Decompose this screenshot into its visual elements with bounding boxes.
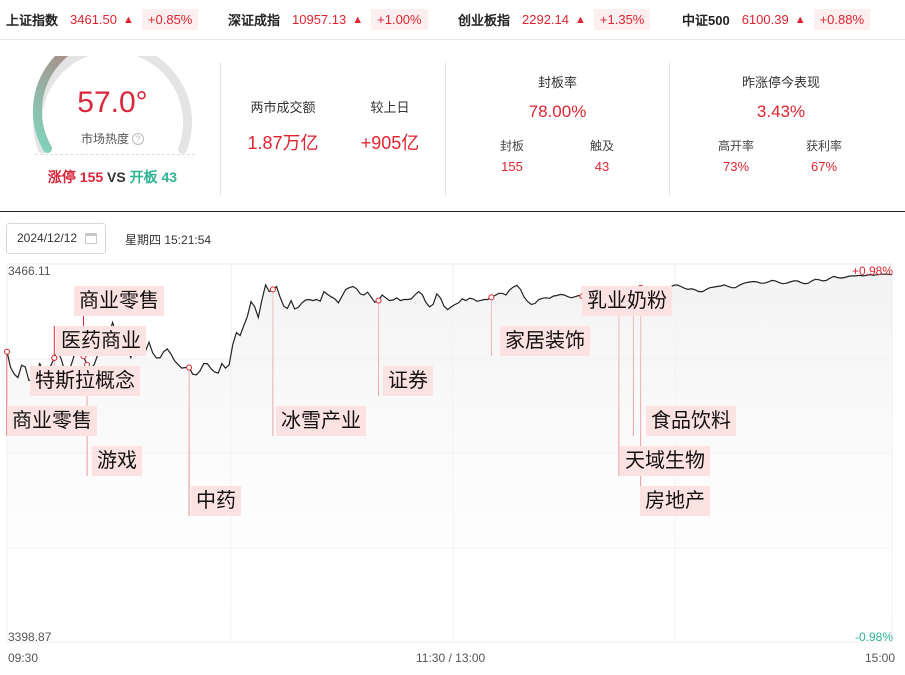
calendar-icon[interactable] xyxy=(85,233,97,244)
index-name: 上证指数 xyxy=(6,13,59,28)
profit-value: 67% xyxy=(810,159,838,174)
index-value: 3461.50 xyxy=(70,12,118,27)
sector-tag[interactable]: 天域生物 xyxy=(620,446,710,476)
index-value: 10957.13 xyxy=(292,12,347,27)
index-name: 中证500 xyxy=(682,13,730,28)
price-line xyxy=(6,273,893,381)
up-arrow-icon: ▲ xyxy=(352,13,364,26)
turnover-change-value: +905亿 xyxy=(360,133,420,153)
divider xyxy=(220,62,221,196)
market-heat-gauge: 57.0° 市场热度? 涨停 155 VS 开板 43 xyxy=(0,48,220,212)
index-ticker-szse[interactable]: 深证成指 10957.13 ▲ +1.00% xyxy=(228,0,428,40)
sector-tag[interactable]: 房地产 xyxy=(640,486,710,516)
weekday-time: 星期四 15:21:54 xyxy=(125,233,212,247)
high-open-label: 高开率 xyxy=(717,139,754,153)
up-arrow-icon: ▲ xyxy=(575,13,586,26)
opened-count: 43 xyxy=(161,169,178,185)
marker-dot xyxy=(375,297,382,304)
yesterday-label: 昨涨停今表现 xyxy=(741,75,820,90)
axis-bottom-pct: -0.98% xyxy=(854,630,893,644)
index-change: +1.00% xyxy=(371,9,428,30)
heat-label-row: 市场热度? xyxy=(30,130,195,147)
market-stats-panel: 57.0° 市场热度? 涨停 155 VS 开板 43 两市成交额 1.87万亿… xyxy=(0,48,905,212)
marker-dot xyxy=(488,294,495,301)
sector-tag[interactable]: 家居装饰 xyxy=(500,326,590,356)
index-change: +0.85% xyxy=(141,9,199,30)
yesterday-limit-block: 昨涨停今表现 3.43% 高开率 73% 获利率 67% xyxy=(670,48,905,212)
marker-dot xyxy=(186,364,193,371)
help-icon[interactable]: ? xyxy=(132,133,144,145)
up-arrow-icon: ▲ xyxy=(794,13,806,26)
sector-tag[interactable]: 证券 xyxy=(383,366,433,396)
sector-tag[interactable]: 中药 xyxy=(191,486,241,516)
time-end-label: 15:00 xyxy=(864,651,895,665)
index-value: 2292.14 xyxy=(522,12,570,27)
turnover-label: 两市成交额 xyxy=(250,100,316,115)
heat-label: 市场热度 xyxy=(80,132,129,146)
limit-up-count: 155 xyxy=(79,169,104,185)
index-name: 创业板指 xyxy=(458,13,511,28)
vs-text: VS xyxy=(107,169,126,185)
up-arrow-icon: ▲ xyxy=(123,13,134,26)
sector-tag[interactable]: 商业零售 xyxy=(7,406,97,436)
limit-up-summary: 涨停 155 VS 开板 43 xyxy=(30,167,195,187)
marker-dot xyxy=(269,286,276,293)
sector-tag[interactable]: 游戏 xyxy=(92,446,142,476)
sector-tag[interactable]: 商业零售 xyxy=(74,286,164,316)
gauge-divider xyxy=(35,154,195,155)
touched-value: 43 xyxy=(594,159,610,174)
profit-label: 获利率 xyxy=(805,139,842,153)
index-name: 深证成指 xyxy=(228,13,281,28)
limit-up-label: 涨停 xyxy=(47,169,76,185)
divider xyxy=(669,62,670,196)
date-picker[interactable]: 2024/12/12 xyxy=(6,223,106,254)
sector-tag[interactable]: 特斯拉概念 xyxy=(30,366,140,396)
date-value: 2024/12/12 xyxy=(17,231,78,245)
heat-value: 57.0° xyxy=(77,86,148,119)
index-change: +1.35% xyxy=(593,9,651,30)
turnover-block: 两市成交额 1.87万亿 较上日 +905亿 xyxy=(221,48,445,212)
index-value: 6100.39 xyxy=(741,12,789,27)
index-ticker-chinext[interactable]: 创业板指 2292.14 ▲ +1.35% xyxy=(458,0,651,40)
touched-label: 触及 xyxy=(589,139,614,153)
high-open-value: 73% xyxy=(722,159,750,174)
sealed-value: 155 xyxy=(501,159,523,174)
turnover-change-label: 较上日 xyxy=(370,100,410,115)
sector-tag[interactable]: 医药商业 xyxy=(56,326,146,356)
time-start-label: 09:30 xyxy=(8,651,39,665)
yesterday-value: 3.43% xyxy=(756,102,806,121)
axis-top-pct: +0.98% xyxy=(851,264,893,278)
heat-gauge-arc xyxy=(33,56,192,154)
index-ticker-sse[interactable]: 上证指数 3461.50 ▲ +0.85% xyxy=(6,0,199,40)
sector-tag[interactable]: 食品饮料 xyxy=(646,406,736,436)
marker-dot xyxy=(4,348,10,355)
seal-rate-block: 封板率 78.00% 封板 155 触及 43 xyxy=(446,48,669,212)
seal-rate-value: 78.00% xyxy=(528,102,587,121)
index-change: +0.88% xyxy=(813,9,871,30)
divider xyxy=(445,62,446,196)
time-mid-label: 11:30 / 13:00 xyxy=(416,651,486,665)
axis-bottom-price: 3398.87 xyxy=(8,630,52,644)
sector-tag[interactable]: 乳业奶粉 xyxy=(582,286,672,316)
seal-rate-label: 封板率 xyxy=(537,75,577,90)
index-ticker-csi500[interactable]: 中证500 6100.39 ▲ +0.88% xyxy=(682,0,871,40)
index-ticker-bar: 上证指数 3461.50 ▲ +0.85% 深证成指 10957.13 ▲ +1… xyxy=(0,0,905,40)
marker-dot xyxy=(51,354,58,361)
sector-tag[interactable]: 冰雪产业 xyxy=(276,406,366,436)
axis-top-price: 3466.11 xyxy=(8,264,51,278)
opened-label: 开板 xyxy=(129,169,158,185)
sealed-label: 封板 xyxy=(499,139,524,153)
turnover-value: 1.87万亿 xyxy=(247,133,319,153)
